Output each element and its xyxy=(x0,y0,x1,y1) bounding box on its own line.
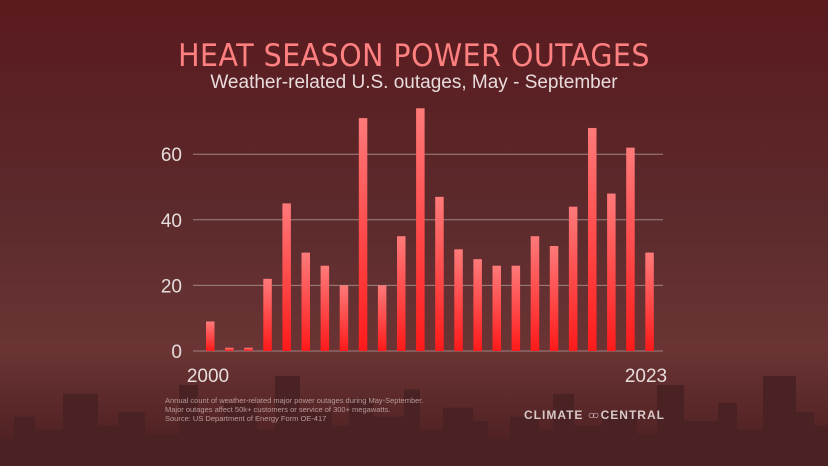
building xyxy=(224,403,257,466)
chart-title: HEAT SEASON POWER OUTAGES xyxy=(178,38,650,74)
building xyxy=(98,425,118,466)
bar-2014 xyxy=(473,259,482,351)
building xyxy=(373,416,404,466)
bar-2018 xyxy=(549,246,559,351)
chart-subtitle: Weather-related U.S. outages, May - Sept… xyxy=(210,72,618,93)
building xyxy=(275,376,300,466)
bar-2016 xyxy=(511,265,521,351)
bar-2019 xyxy=(568,206,578,351)
building xyxy=(179,385,198,466)
building xyxy=(763,376,796,466)
bar-2015 xyxy=(492,265,501,351)
climate-central-logo: CLIMATE ○○ CENTRAL xyxy=(524,408,665,422)
y-tick-label: 0 xyxy=(171,342,182,363)
x-tick-label: 2000 xyxy=(187,366,229,387)
building xyxy=(510,416,539,466)
bar-2017 xyxy=(530,236,540,351)
building xyxy=(300,412,332,466)
bar-2021 xyxy=(607,193,616,351)
x-tick-label: 2023 xyxy=(625,366,667,387)
bar-2002 xyxy=(244,347,253,351)
building xyxy=(814,425,828,466)
building xyxy=(737,430,763,466)
building xyxy=(443,407,473,466)
building xyxy=(35,430,63,466)
building xyxy=(657,385,684,466)
bar-2005 xyxy=(301,252,310,351)
footnote: Annual count of weather-related major po… xyxy=(165,396,423,423)
building xyxy=(14,416,35,466)
building xyxy=(637,434,657,466)
city-skyline xyxy=(0,376,828,466)
bar-2020 xyxy=(588,127,597,352)
bar-2000 xyxy=(206,321,215,351)
bar-2010 xyxy=(397,236,406,351)
bar-2009 xyxy=(377,285,387,351)
building xyxy=(0,439,14,466)
building xyxy=(257,430,275,466)
building xyxy=(420,430,443,466)
bar-2013 xyxy=(454,249,463,351)
building xyxy=(539,430,553,466)
footnote-line: Source: US Department of Energy Form OE-… xyxy=(165,414,327,423)
bar-2022 xyxy=(626,147,635,351)
building xyxy=(198,421,224,466)
bar-2011 xyxy=(416,108,425,351)
bar-2008 xyxy=(358,118,368,352)
bar-2004 xyxy=(282,203,291,351)
building xyxy=(118,412,145,466)
footnote-line: Annual count of weather-related major po… xyxy=(165,396,424,405)
y-tick-label: 60 xyxy=(161,145,182,166)
building xyxy=(602,412,637,466)
bar-2003 xyxy=(263,278,272,351)
building xyxy=(553,394,574,466)
bar-2006 xyxy=(320,265,330,351)
building xyxy=(349,398,373,466)
bar-2001 xyxy=(225,347,234,351)
building xyxy=(145,434,179,466)
building xyxy=(796,412,814,466)
building xyxy=(63,394,98,466)
building xyxy=(574,425,602,466)
footnote-line: Major outages affect 50k+ customers or s… xyxy=(165,405,391,414)
building xyxy=(332,425,349,466)
bar-2023 xyxy=(645,252,654,351)
y-tick-label: 40 xyxy=(161,211,182,232)
building xyxy=(684,421,718,466)
building xyxy=(488,439,510,466)
bar-2012 xyxy=(435,196,444,351)
bar-2007 xyxy=(339,285,349,351)
building xyxy=(404,389,420,466)
y-tick-label: 20 xyxy=(161,276,182,297)
building xyxy=(473,421,488,466)
building xyxy=(718,403,737,466)
